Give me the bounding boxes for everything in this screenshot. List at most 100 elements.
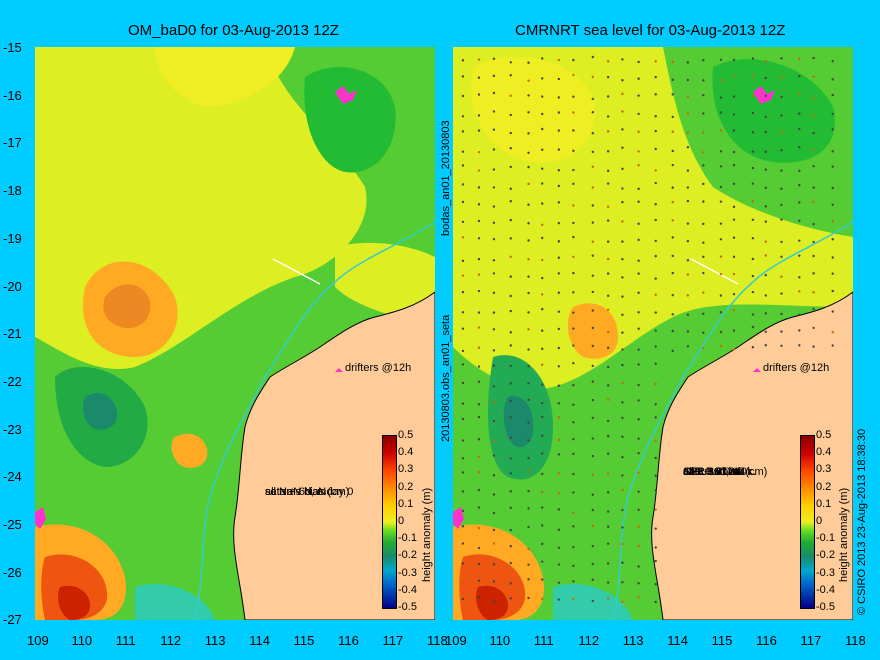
obs-dot: [621, 331, 624, 334]
x-tick-label: 112: [160, 633, 182, 648]
obs-dot: [541, 415, 544, 419]
obs-dot: [591, 326, 594, 330]
obs-dot: [831, 256, 834, 259]
obs-dot: [591, 416, 594, 420]
obs-dot: [751, 237, 755, 240]
obs-dot: [764, 330, 767, 333]
obs-dot: [591, 309, 594, 312]
obs-dot: [732, 182, 736, 186]
obs-dot: [654, 489, 657, 492]
obs-dot: [831, 203, 834, 206]
obs-dot: [572, 580, 575, 583]
obs-dot: [751, 218, 755, 221]
obs-dot: [606, 169, 610, 173]
obs-dot: [751, 94, 755, 98]
colorbar-tick-label: 0.1: [398, 497, 414, 510]
obs-dot: [509, 561, 512, 565]
obs-dot: [541, 293, 544, 296]
obs-dot: [572, 149, 575, 153]
right-map-title: CMRNRT sea level for 03-Aug-2013 12Z: [515, 22, 786, 39]
obs-dot: [606, 272, 610, 275]
obs-dot: [572, 95, 575, 98]
obs-dot: [798, 74, 801, 78]
obs-dot: [591, 204, 594, 207]
obs-dot: [606, 205, 610, 209]
obs-dot: [702, 291, 705, 294]
obs-dot: [461, 525, 465, 528]
obs-dot: [492, 439, 496, 443]
y-tick-label: -15: [3, 40, 22, 55]
obs-dot: [541, 236, 544, 240]
obs-dot: [671, 254, 674, 258]
obs-dot: [606, 435, 610, 438]
obs-dot: [751, 290, 755, 294]
colorbar-tick-label: 0.5: [398, 429, 414, 441]
obs-dot: [831, 344, 834, 347]
y-tick-label: -19: [3, 230, 22, 246]
obs-dot: [780, 131, 783, 134]
obs-dot: [591, 274, 594, 277]
obs-dot: [492, 349, 496, 352]
x-tick-label: 109: [445, 633, 467, 648]
obs-dot: [509, 472, 512, 475]
obs-dot: [751, 346, 755, 349]
obs-dot: [557, 240, 561, 243]
observation-markers: [461, 55, 834, 604]
colorbar-tick-label: -0.4: [398, 583, 417, 596]
obs-dot: [732, 272, 736, 276]
obs-dot: [527, 222, 530, 225]
obs-dot: [621, 110, 624, 113]
x-tick-label: 115: [711, 633, 733, 648]
obs-dot: [798, 290, 801, 293]
stat-line: sat rms bias (cm): [265, 486, 350, 498]
obs-dot: [572, 545, 575, 549]
obs-dot: [509, 344, 512, 347]
obs-dot: [798, 329, 801, 332]
obs-dot: [492, 419, 496, 423]
obs-dot: [527, 239, 530, 242]
obs-dot: [831, 272, 834, 275]
colorbar-tick-label: 0: [398, 515, 405, 527]
obs-dot: [509, 187, 512, 190]
obs-dot: [591, 454, 594, 458]
obs-dot: [527, 79, 530, 82]
obs-dot: [621, 561, 624, 564]
obs-dot: [527, 489, 530, 493]
obs-dot: [572, 472, 575, 476]
obs-dot: [492, 148, 496, 151]
obs-dot: [764, 60, 767, 63]
obs-dot: [671, 163, 674, 167]
obs-dot: [831, 186, 834, 190]
obs-dot: [732, 74, 736, 78]
colorbar-tick-label: 0.5: [816, 429, 832, 441]
obs-dot: [461, 130, 465, 133]
obs-dot: [621, 600, 624, 603]
obs-dot: [702, 200, 705, 203]
obs-dot: [477, 546, 481, 550]
left-map-field: [35, 47, 435, 620]
obs-dot: [477, 596, 481, 599]
obs-dot: [719, 129, 723, 132]
obs-dot: [654, 293, 657, 296]
obs-dot: [527, 94, 530, 97]
obs-dot: [541, 524, 544, 527]
obs-dot: [621, 257, 624, 261]
obs-dot: [509, 255, 512, 259]
obs-dot: [831, 78, 834, 81]
obs-dot: [621, 508, 624, 512]
obs-dot: [606, 257, 610, 261]
obs-dot: [557, 272, 561, 275]
obs-dot: [492, 205, 496, 208]
stat-line: all 3.7 -0.24: [683, 466, 741, 478]
y-tick-label: -24: [3, 469, 22, 485]
obs-dot: [671, 313, 674, 316]
obs-dot: [812, 307, 815, 311]
obs-dot: [477, 289, 481, 293]
y-tick-label: -18: [3, 183, 22, 199]
obs-dot: [461, 542, 465, 545]
obs-dot: [621, 128, 624, 131]
obs-dot: [461, 581, 465, 585]
obs-dot: [637, 222, 640, 225]
obs-dot: [751, 200, 755, 203]
obs-dot: [751, 57, 755, 60]
